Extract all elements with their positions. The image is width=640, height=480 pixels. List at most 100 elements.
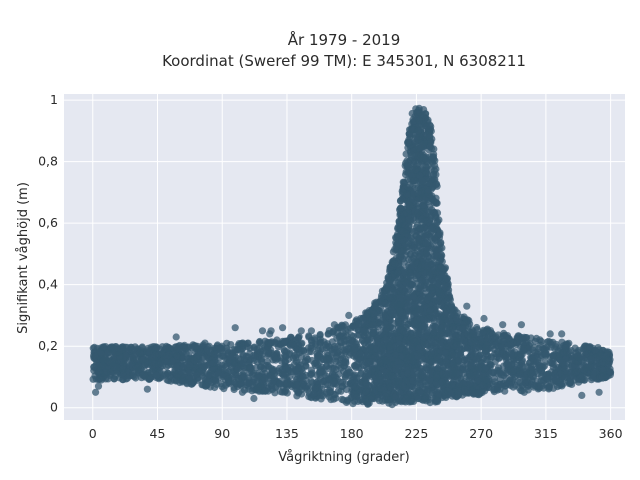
data-point	[364, 399, 372, 408]
data-point	[602, 357, 610, 366]
data-point	[273, 336, 281, 344]
data-point	[502, 360, 511, 368]
data-point	[368, 392, 376, 400]
data-point	[140, 372, 149, 380]
data-point	[472, 371, 480, 379]
data-point	[546, 330, 554, 338]
data-point	[360, 327, 368, 335]
data-point	[453, 370, 461, 378]
data-point	[173, 376, 181, 385]
data-point	[372, 364, 380, 372]
data-point	[438, 244, 446, 252]
data-point	[209, 359, 217, 367]
data-point	[529, 368, 537, 377]
data-point	[95, 367, 103, 375]
data-point	[407, 233, 415, 241]
data-point	[364, 369, 372, 377]
data-point	[444, 387, 452, 395]
data-point	[297, 340, 305, 348]
data-point	[295, 364, 303, 372]
data-point	[417, 296, 425, 304]
data-point	[405, 398, 413, 406]
data-point	[158, 350, 166, 358]
data-point	[424, 162, 432, 170]
data-point	[382, 283, 391, 291]
data-point	[342, 398, 351, 406]
data-point	[478, 381, 486, 389]
data-point	[173, 345, 181, 353]
data-point	[519, 382, 527, 390]
data-point	[391, 393, 399, 401]
data-point	[598, 373, 607, 381]
data-point	[578, 372, 586, 381]
data-point	[446, 337, 454, 345]
chart-title-line-1: År 1979 - 2019	[288, 30, 401, 49]
data-point	[401, 252, 409, 260]
data-point	[312, 359, 320, 367]
data-point	[244, 339, 252, 347]
data-point	[372, 378, 380, 386]
data-point	[571, 344, 579, 352]
data-point	[407, 161, 415, 169]
data-point	[305, 333, 313, 341]
data-point	[431, 162, 439, 170]
data-point	[395, 335, 403, 343]
x-tick-label: 270	[469, 426, 493, 441]
data-point	[153, 371, 161, 379]
data-point	[148, 367, 156, 376]
data-point	[578, 391, 586, 399]
data-point	[224, 375, 232, 383]
data-point	[422, 392, 430, 400]
data-point	[217, 344, 225, 352]
y-axis-label: Signifikant våghöjd (m)	[16, 182, 31, 334]
data-point	[244, 374, 252, 382]
data-point	[432, 379, 440, 387]
data-point	[542, 350, 550, 358]
data-point	[552, 376, 560, 384]
data-point	[496, 375, 504, 383]
data-point	[466, 379, 474, 387]
data-point	[424, 188, 432, 196]
y-tick-label: 0	[50, 400, 58, 415]
data-point	[463, 355, 471, 363]
data-point	[307, 327, 315, 335]
data-point	[461, 386, 469, 394]
data-point	[426, 219, 434, 227]
data-point	[440, 271, 448, 279]
data-point	[90, 363, 98, 371]
y-tick-labels: 00,20,40,60,81	[38, 92, 58, 415]
data-point	[403, 243, 411, 251]
data-point	[261, 344, 269, 352]
data-point	[400, 328, 408, 336]
data-point	[509, 367, 517, 375]
data-point	[293, 381, 301, 389]
data-point	[365, 336, 374, 344]
data-point	[580, 366, 588, 374]
scatter-points	[89, 104, 615, 409]
data-point	[438, 258, 446, 266]
data-point	[513, 339, 521, 347]
data-point	[463, 302, 471, 310]
data-point	[416, 306, 424, 314]
data-point	[401, 269, 409, 277]
data-point	[265, 379, 273, 387]
data-point	[340, 346, 348, 354]
data-point	[541, 358, 549, 366]
data-point	[422, 239, 430, 247]
data-point	[245, 379, 253, 387]
data-point	[499, 321, 507, 329]
data-point	[96, 348, 105, 356]
data-point	[589, 374, 597, 382]
data-point	[134, 362, 143, 370]
x-axis-label: Vågriktning (grader)	[278, 450, 409, 465]
x-tick-label: 135	[275, 426, 299, 441]
data-point	[495, 343, 503, 351]
data-point	[356, 350, 364, 358]
data-point	[350, 372, 358, 380]
data-point	[357, 369, 365, 377]
data-point	[397, 197, 405, 205]
data-point	[469, 330, 478, 338]
data-point	[402, 279, 410, 287]
data-point	[377, 385, 385, 393]
data-point	[377, 320, 385, 329]
